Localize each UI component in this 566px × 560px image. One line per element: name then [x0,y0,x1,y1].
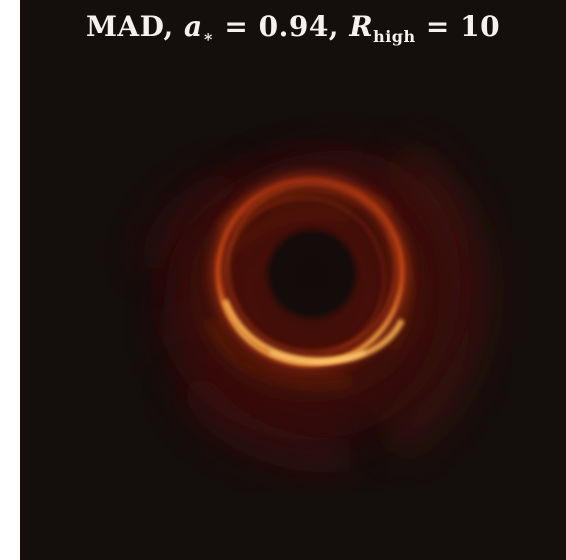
title-r-subscript: high [373,27,416,46]
title-r-value: = 10 [425,10,501,43]
title-model: MAD, [85,10,174,43]
image-frame: MAD, a∗ = 0.94, Rhigh = 10 [20,0,566,560]
title-r-symbol: R [349,10,374,43]
photon-ring [211,173,409,371]
black-hole-shadow [262,224,362,324]
image-title: MAD, a∗ = 0.94, Rhigh = 10 [20,10,566,46]
title-spin-value: = 0.94, [224,10,340,43]
title-spin-subscript: ∗ [202,27,215,46]
title-spin-symbol: a [183,10,203,43]
black-hole-ring-image [135,130,492,474]
